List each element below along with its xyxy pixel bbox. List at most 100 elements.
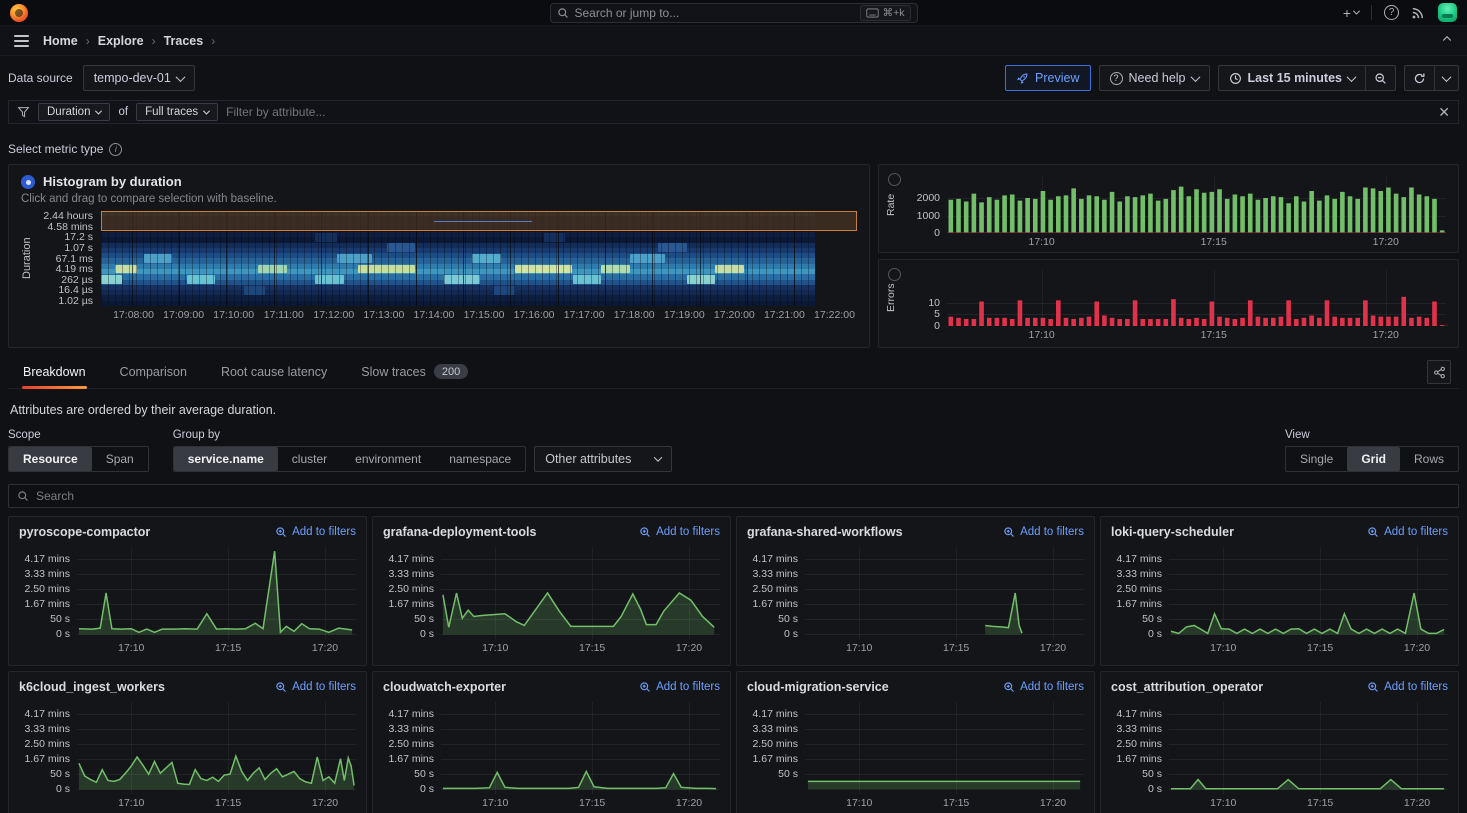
add-to-filters-link[interactable]: Add to filters [275, 681, 356, 693]
service-name-grafana-deployment-tools: grafana-deployment-tools [383, 525, 537, 539]
magnifier-plus-icon [275, 681, 287, 693]
global-search-input[interactable]: Search or jump to... ⌘+k [550, 3, 918, 23]
info-icon[interactable]: i [109, 143, 122, 156]
user-avatar[interactable] [1438, 3, 1457, 22]
service-name-cost-attribution-operator: cost_attribution_operator [1111, 680, 1263, 694]
groupby-cluster[interactable]: cluster [278, 447, 341, 471]
service-panel: grafana-deployment-tools Add to filters … [372, 516, 731, 666]
add-to-filters-link[interactable]: Add to filters [639, 681, 720, 693]
service-y-ticks: 4.17 mins3.33 mins2.50 mins1.67 mins50 s… [19, 547, 77, 639]
service-panel: cloud-migration-service Add to filters 4… [736, 671, 1095, 813]
service-name-cloud-migration-service: cloud-migration-service [747, 680, 889, 694]
rate-x-ticks: 17:1017:1517:20 [947, 233, 1446, 249]
add-to-filters-link[interactable]: Add to filters [275, 526, 356, 538]
histogram-y-axis-label: Duration [21, 211, 35, 306]
search-placeholder: Search or jump to... [575, 6, 854, 20]
histogram-y-ticks: 2.44 hours4.58 mins17.2 s1.07 s67.1 ms4.… [35, 211, 101, 306]
histogram-radio[interactable] [21, 175, 35, 189]
data-source-select[interactable]: tempo-dev-01 [83, 65, 195, 91]
view-label: View [1285, 429, 1459, 441]
tab-slow-traces[interactable]: Slow traces200 [360, 358, 469, 388]
add-to-filters-link[interactable]: Add to filters [1367, 681, 1448, 693]
errors-x-ticks: 17:1017:1517:20 [947, 326, 1446, 342]
news-icon[interactable] [1411, 5, 1426, 20]
close-icon[interactable]: ✕ [1438, 104, 1450, 121]
rate-panel: Rate 010002000 17:1017:1517:20 [878, 164, 1459, 253]
service-x-ticks: 17:1017:1517:20 [77, 794, 356, 810]
service-chart [1169, 547, 1448, 639]
service-panel: pyroscope-compactor Add to filters 4.17 … [8, 516, 367, 666]
attributes-note: Attributes are ordered by their average … [10, 403, 1457, 417]
traces-scope-select[interactable]: Full traces [136, 103, 218, 121]
help-icon[interactable]: ? [1384, 5, 1399, 20]
service-chart [441, 702, 720, 794]
groupby-service-name[interactable]: service.name [174, 447, 278, 471]
other-attributes-select[interactable]: Other attributes [534, 446, 672, 472]
magnifier-plus-icon [275, 526, 287, 538]
attribute-search-input[interactable]: Search [8, 484, 1459, 508]
groupby-label: Group by [173, 429, 673, 441]
magnifier-plus-icon [1367, 526, 1379, 538]
add-to-filters-link[interactable]: Add to filters [1367, 526, 1448, 538]
errors-panel: Errors 0510 17:1017:1517:20 [878, 259, 1459, 348]
service-y-ticks: 4.17 mins3.33 mins2.50 mins1.67 mins50 s… [383, 547, 441, 639]
service-x-ticks: 17:1017:1517:20 [441, 639, 720, 655]
view-rows[interactable]: Rows [1400, 447, 1458, 471]
share-button[interactable] [1427, 360, 1451, 384]
of-label: of [118, 106, 128, 118]
scope-label: Scope [8, 429, 149, 441]
chevron-right-icon: › [86, 34, 90, 48]
breadcrumb-home[interactable]: Home [43, 34, 78, 48]
search-placeholder: Search [36, 489, 74, 503]
add-to-filters-link[interactable]: Add to filters [1003, 526, 1084, 538]
heatmap-selection-box[interactable] [101, 211, 857, 231]
scope-segmented-control: ResourceSpan [8, 446, 149, 472]
histogram-heatmap[interactable] [101, 211, 857, 306]
menu-toggle-icon[interactable] [14, 35, 29, 47]
service-chart [1169, 702, 1448, 794]
attribute-filter-input[interactable]: Filter by attribute... [226, 105, 1430, 119]
groupby-environment[interactable]: environment [341, 447, 435, 471]
histogram-panel: Histogram by duration Click and drag to … [8, 164, 870, 348]
view-single[interactable]: Single [1286, 447, 1347, 471]
duration-filter-select[interactable]: Duration [38, 103, 110, 121]
service-name-k6cloud-ingest-workers: k6cloud_ingest_workers [19, 680, 165, 694]
service-y-ticks: 4.17 mins3.33 mins2.50 mins1.67 mins50 s… [19, 702, 77, 794]
time-range-picker[interactable]: Last 15 minutes [1218, 65, 1365, 91]
histogram-title: Histogram by duration [43, 174, 182, 189]
service-x-ticks: 17:1017:1517:20 [805, 639, 1084, 655]
view-segmented-control: SingleGridRows [1285, 446, 1459, 472]
scope-resource[interactable]: Resource [9, 447, 92, 471]
service-chart [441, 547, 720, 639]
collapse-chevron-icon[interactable] [1441, 33, 1453, 48]
breadcrumb-traces[interactable]: Traces [164, 34, 204, 48]
need-help-button[interactable]: ? Need help [1099, 65, 1210, 91]
tab-breakdown[interactable]: Breakdown [22, 358, 87, 388]
add-to-filters-link[interactable]: Add to filters [1003, 681, 1084, 693]
grafana-logo-icon[interactable] [10, 4, 28, 22]
groupby-namespace[interactable]: namespace [435, 447, 525, 471]
view-grid[interactable]: Grid [1347, 447, 1400, 471]
zoom-out-time-button[interactable] [1365, 65, 1396, 91]
breadcrumb-bar: Home› Explore› Traces› [0, 26, 1467, 56]
histogram-subtitle: Click and drag to compare selection with… [21, 193, 857, 205]
tab-root-cause-latency[interactable]: Root cause latency [220, 358, 328, 388]
service-x-ticks: 17:1017:1517:20 [1169, 794, 1448, 810]
service-name-cloudwatch-exporter: cloudwatch-exporter [383, 680, 506, 694]
preview-button[interactable]: Preview [1005, 65, 1090, 91]
service-chart [805, 702, 1084, 794]
search-icon [17, 490, 29, 502]
breadcrumb-explore[interactable]: Explore [98, 34, 144, 48]
refresh-button[interactable] [1404, 65, 1434, 91]
service-chart [77, 702, 356, 794]
add-to-filters-link[interactable]: Add to filters [639, 526, 720, 538]
service-name-grafana-shared-workflows: grafana-shared-workflows [747, 525, 903, 539]
magnifier-plus-icon [639, 681, 651, 693]
add-new-button[interactable]: + [1343, 5, 1359, 21]
top-navigation: Search or jump to... ⌘+k + ? [0, 0, 1467, 26]
groupby-segmented-control: service.nameclusterenvironmentnamespace [173, 446, 527, 472]
refresh-interval-dropdown[interactable] [1434, 65, 1459, 91]
rate-chart [947, 177, 1446, 233]
scope-span[interactable]: Span [92, 447, 148, 471]
tab-comparison[interactable]: Comparison [119, 358, 188, 388]
